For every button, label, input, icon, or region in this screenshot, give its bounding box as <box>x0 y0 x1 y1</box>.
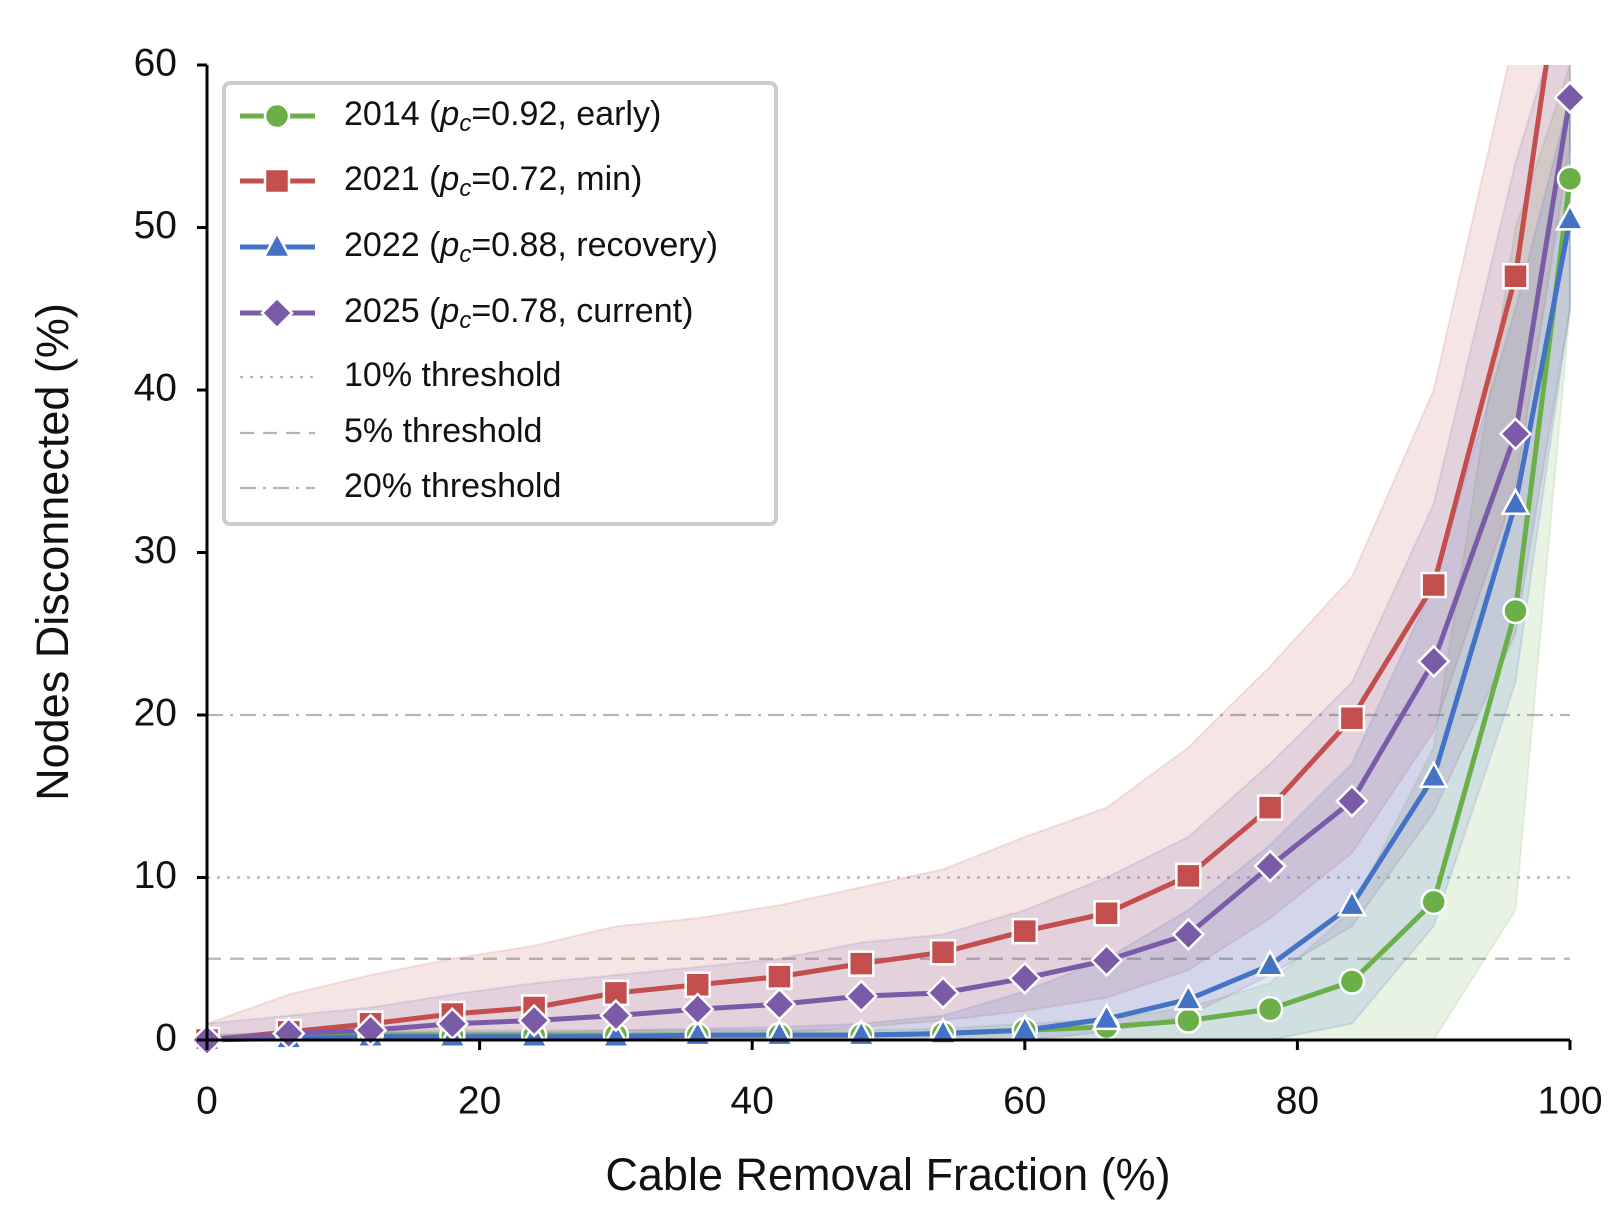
legend-label: 2021 (pc=0.72, min) <box>344 160 642 202</box>
legend-label: 20% threshold <box>344 467 561 505</box>
marker <box>847 950 875 977</box>
marker <box>1418 760 1449 788</box>
marker <box>1256 794 1284 821</box>
x-tick-label: 100 <box>1537 1079 1602 1122</box>
x-tick-label: 60 <box>1003 1079 1046 1122</box>
marker <box>1498 417 1533 451</box>
marker <box>1256 995 1284 1023</box>
marker <box>1175 862 1202 890</box>
marker <box>1416 644 1451 679</box>
y-tick-label: 10 <box>134 854 177 897</box>
legend-box <box>222 81 778 526</box>
marker <box>599 998 633 1033</box>
marker <box>1554 202 1586 231</box>
x-tick-label: 80 <box>1276 1079 1319 1122</box>
marker <box>1556 165 1584 192</box>
marker <box>844 979 879 1013</box>
x-tick-label: 40 <box>731 1079 774 1122</box>
legend-label: 2022 (pc=0.88, recovery) <box>344 226 718 268</box>
y-axis-title: Nodes Disconnected (%) <box>27 303 78 801</box>
marker <box>1091 1002 1122 1031</box>
marker <box>1500 487 1531 515</box>
legend-label: 2014 (pc=0.92, early) <box>344 95 661 137</box>
marker <box>1336 888 1368 917</box>
marker <box>1255 948 1286 977</box>
marker <box>1173 982 1204 1011</box>
marker <box>1089 943 1124 978</box>
series-line <box>206 65 1549 1043</box>
x-tick-label: 0 <box>196 1079 218 1122</box>
marker <box>927 1016 959 1045</box>
y-tick-label: 60 <box>134 41 177 84</box>
series-line <box>206 218 1573 1043</box>
legend-label: 10% threshold <box>344 356 561 394</box>
marker <box>263 167 291 195</box>
marker <box>353 1013 388 1048</box>
marker <box>1502 597 1529 625</box>
legend: 2014 (pc=0.92, early) 2021 (pc=0.72, min)… <box>222 81 778 526</box>
marker <box>926 976 960 1010</box>
marker <box>1553 80 1587 115</box>
x-axis-title: Cable Removal Fraction (%) <box>605 1149 1170 1200</box>
marker <box>517 1003 551 1038</box>
marker <box>1338 705 1366 732</box>
marker <box>1502 263 1529 290</box>
marker <box>1093 900 1120 927</box>
legend-label: 5% threshold <box>344 412 542 450</box>
marker <box>1420 571 1447 599</box>
marker <box>1420 888 1447 916</box>
marker <box>1171 917 1206 952</box>
marker <box>762 987 797 1022</box>
marker <box>1011 917 1039 945</box>
marker <box>1335 784 1369 818</box>
marker <box>929 939 957 966</box>
y-tick-label: 20 <box>134 691 177 734</box>
marker <box>680 992 715 1026</box>
marker <box>1338 968 1366 995</box>
y-tick-label: 30 <box>134 529 177 572</box>
marker <box>263 102 291 130</box>
marker <box>1175 1007 1202 1034</box>
y-tick-label: 40 <box>134 366 177 409</box>
y-tick-label: 50 <box>134 204 177 247</box>
marker <box>1253 849 1287 883</box>
legend-label: 2025 (pc=0.78, current) <box>344 292 693 334</box>
marker <box>766 963 793 990</box>
x-tick-label: 20 <box>458 1079 501 1122</box>
marker <box>1008 961 1042 996</box>
marker <box>260 296 294 330</box>
marker <box>261 230 293 259</box>
y-tick-label: 0 <box>155 1016 177 1059</box>
